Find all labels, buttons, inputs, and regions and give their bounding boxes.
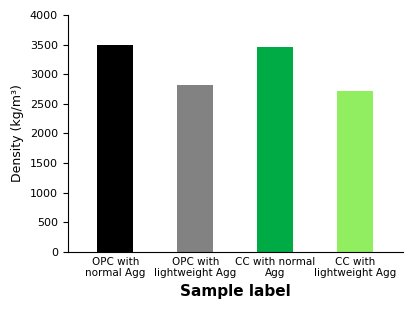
- Bar: [256, 47, 292, 252]
- Bar: [336, 91, 372, 252]
- Bar: [97, 45, 133, 252]
- X-axis label: Sample label: Sample label: [179, 284, 290, 299]
- Bar: [177, 85, 213, 252]
- Y-axis label: Density (kg/m³): Density (kg/m³): [11, 85, 24, 182]
